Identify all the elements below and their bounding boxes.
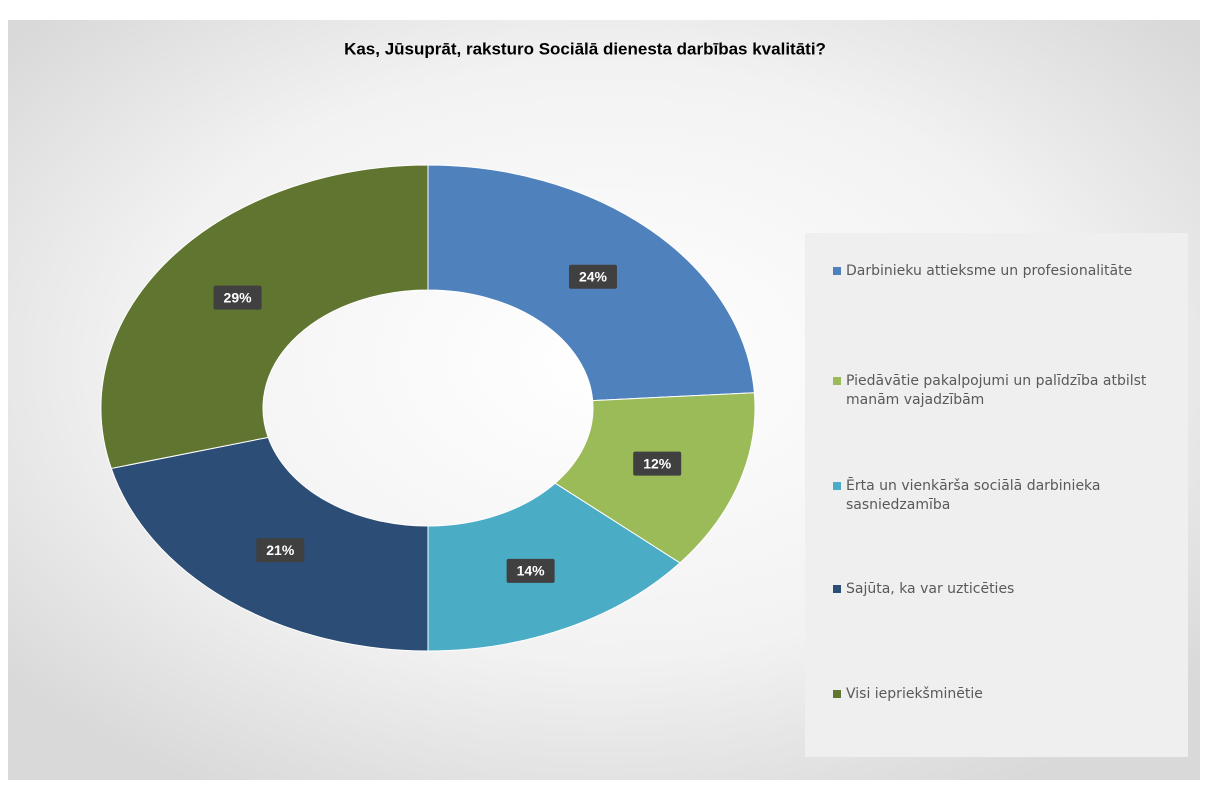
legend-item: Ērta un vienkārša sociālā darbinieka sas… xyxy=(833,477,1173,515)
data-label-box xyxy=(633,451,682,476)
chart-title: Kas, Jūsuprāt, raksturo Sociālā dienesta… xyxy=(344,39,826,58)
data-label: 24% xyxy=(579,268,608,284)
legend-swatch xyxy=(833,482,841,490)
donut-slice xyxy=(100,164,429,470)
legend-item: Visi iepriekšminētie xyxy=(833,685,1173,704)
legend-swatch xyxy=(833,267,841,275)
data-label-box xyxy=(256,538,305,563)
legend-swatch xyxy=(833,585,841,593)
legend-label: Sajūta, ka var uzticēties xyxy=(846,581,1015,597)
legend-swatch xyxy=(833,690,841,698)
data-label: 14% xyxy=(517,563,546,579)
legend-label: Piedāvātie pakalpojumi un palīdzība atbi… xyxy=(846,373,1147,408)
donut-slice xyxy=(554,392,756,564)
legend-label: Darbinieku attieksme un profesionalitāte xyxy=(846,263,1133,279)
data-label: 21% xyxy=(266,542,295,558)
data-label-box xyxy=(213,285,262,310)
legend-swatch xyxy=(833,377,841,385)
legend-box xyxy=(805,233,1188,757)
legend-item: Piedāvātie pakalpojumi un palīdzība atbi… xyxy=(833,372,1173,410)
legend-item: Sajūta, ka var uzticēties xyxy=(833,580,1173,599)
data-label-box xyxy=(568,264,617,289)
data-label: 29% xyxy=(224,289,253,305)
legend-item: Darbinieku attieksme un profesionalitāte xyxy=(833,262,1173,281)
data-label: 12% xyxy=(643,455,672,471)
legend-label: Ērta un vienkārša sociālā darbinieka sas… xyxy=(846,478,1101,513)
legend-label: Visi iepriekšminētie xyxy=(846,686,983,702)
data-label-box xyxy=(506,558,555,583)
